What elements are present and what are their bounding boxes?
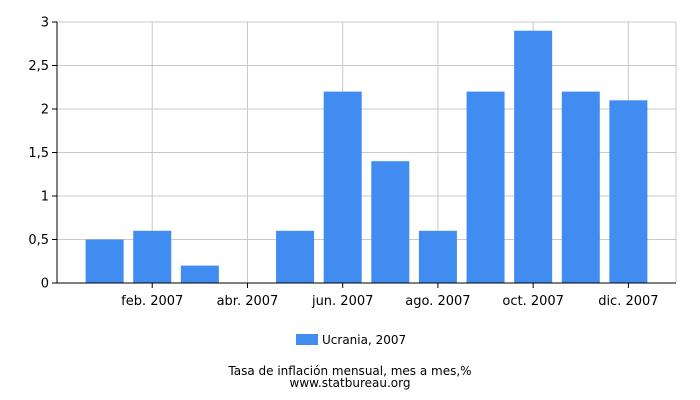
y-tick-label: 1 — [41, 190, 49, 205]
bar — [85, 239, 124, 283]
y-tick-labels: 0 0,5 1 1,5 2 2,5 3 — [28, 16, 49, 292]
y-tick-label: 0 — [41, 277, 49, 292]
y-tick-label: 0,5 — [28, 233, 49, 248]
bars — [85, 30, 648, 284]
bar — [514, 30, 553, 284]
x-tick-labels: feb. 2007 abr. 2007 jun. 2007 ago. 2007 oct.… — [121, 294, 658, 309]
bar — [180, 265, 219, 283]
legend-label: Ucrania, 2007 — [322, 333, 406, 347]
legend: Ucrania, 2007 — [296, 333, 406, 347]
y-tick-label: 2 — [41, 103, 49, 118]
x-tick-label: dic. 2007 — [598, 294, 658, 309]
bar — [133, 230, 172, 283]
x-tick-label: feb. 2007 — [121, 294, 183, 309]
bar — [561, 91, 600, 283]
legend-swatch — [296, 334, 318, 345]
axes — [52, 21, 676, 288]
y-tick-label: 3 — [41, 16, 49, 31]
y-tick-label: 2,5 — [28, 59, 49, 74]
source-url: www.statbureau.org — [290, 376, 411, 390]
x-tick-label: ago. 2007 — [405, 294, 470, 309]
bar — [323, 91, 362, 283]
bar — [609, 100, 648, 283]
chart-caption: Tasa de inflación mensual, mes a mes,% — [227, 364, 471, 378]
bar — [276, 230, 315, 283]
x-tick-label: abr. 2007 — [217, 294, 279, 309]
x-tick-label: jun. 2007 — [311, 294, 373, 309]
y-tick-label: 1,5 — [28, 146, 49, 161]
bar — [466, 91, 505, 283]
x-tick-label: oct. 2007 — [502, 294, 564, 309]
bar — [418, 230, 457, 283]
bar — [371, 161, 410, 283]
